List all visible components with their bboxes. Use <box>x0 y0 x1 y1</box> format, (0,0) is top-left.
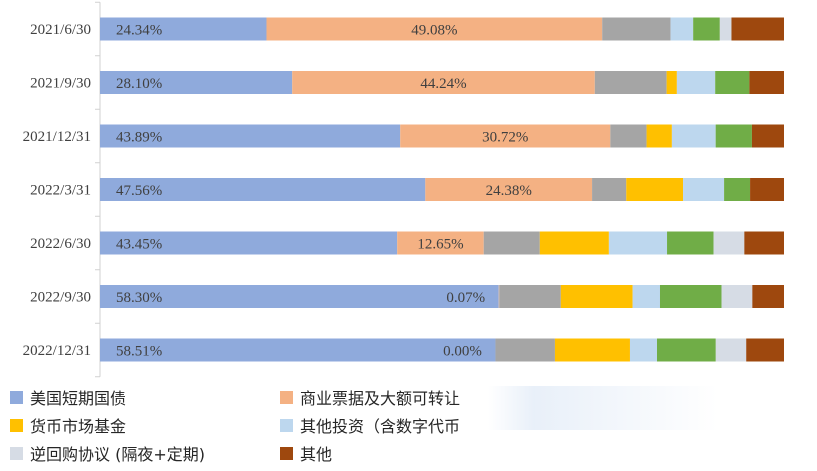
legend-swatch <box>280 390 293 404</box>
bar-segment <box>721 285 753 308</box>
bar-segment <box>744 231 784 255</box>
bar-segment <box>719 17 732 41</box>
bar-segment <box>659 285 722 308</box>
legend-label: 美国短期国债 <box>30 389 127 408</box>
bar-segment <box>749 71 784 94</box>
data-label: 47.56% <box>116 183 162 199</box>
category-tick-label: 2021/12/31 <box>23 129 91 145</box>
bar-segment <box>400 124 611 148</box>
legend-swatch <box>280 418 293 432</box>
bar-segment <box>676 71 716 94</box>
bar-segments <box>100 17 784 362</box>
legend-label: 商业票据及大额可转让 <box>300 389 461 408</box>
bar-segment <box>100 285 499 308</box>
legend-label: 货币市场基金 <box>30 417 127 436</box>
bar-segment <box>629 338 658 362</box>
category-tick-label: 2022/12/31 <box>23 343 91 359</box>
bar-segment <box>693 17 720 41</box>
bar-segment <box>666 71 677 94</box>
legend: 美国短期国债 商业票据及大额可转让 货币市场基金 其他投资（含数字代币 逆回购协… <box>0 380 817 471</box>
bar-segment <box>397 231 484 255</box>
bar-segment <box>657 338 716 362</box>
bar-segment <box>602 17 671 41</box>
bar-segment <box>626 178 684 201</box>
bar-segment <box>539 231 609 255</box>
bar-segment <box>266 17 603 41</box>
data-label: 24.34% <box>116 23 162 39</box>
bar-segment <box>100 17 267 41</box>
category-tick-label: 2022/3/31 <box>30 183 91 199</box>
bar-segment <box>100 338 496 362</box>
data-label: 12.65% <box>417 237 463 253</box>
bar-segment <box>554 338 630 362</box>
bar-segment <box>100 71 293 94</box>
category-tick-label: 2021/9/30 <box>30 76 91 92</box>
category-tick-label: 2022/9/30 <box>30 290 91 306</box>
legend-swatch <box>10 446 23 460</box>
bar-segment <box>750 178 784 201</box>
bar-segment <box>713 231 745 255</box>
legend-label: 逆回购协议 (隔夜+定期) <box>30 445 205 464</box>
bar-segment <box>483 231 540 255</box>
bar-segment <box>592 178 627 201</box>
bar-segment <box>670 17 694 41</box>
bar-segment <box>632 285 660 308</box>
data-label: 30.72% <box>482 130 528 146</box>
bar-segment <box>751 124 784 148</box>
legend-swatch <box>280 446 293 460</box>
data-labels: 24.34% 49.08% 28.10% 44.24% 43.89% 30.72% 47.5… <box>116 23 532 360</box>
bar-segment <box>608 231 668 255</box>
bar-segment <box>100 178 426 201</box>
bar-segment <box>667 231 714 255</box>
stacked-bar-chart: 2021/6/30 2021/9/30 2021/12/31 2022/3/31 202… <box>23 1 784 378</box>
legend-item: 其他投资（含数字代币 <box>280 414 460 436</box>
legend-fade-overlay <box>488 386 718 430</box>
category-tick-label: 2022/6/30 <box>30 236 91 252</box>
legend-item: 美国短期国债 <box>10 386 126 408</box>
bar-segment <box>495 338 555 362</box>
bar-segment <box>292 71 595 94</box>
bar-segment <box>425 178 593 201</box>
data-label: 24.38% <box>486 183 532 199</box>
data-label: 58.51% <box>116 344 162 360</box>
bar-segment <box>594 71 667 94</box>
legend-swatch <box>10 418 23 432</box>
bar-segment <box>646 124 672 148</box>
data-label: 43.45% <box>116 237 162 253</box>
bar-segment <box>746 338 784 362</box>
bar-segment <box>715 338 747 362</box>
bar-segment <box>731 17 784 41</box>
legend-item: 其他 <box>280 442 332 464</box>
data-label: 44.24% <box>420 76 466 92</box>
bar-segment <box>100 124 401 148</box>
legend-item: 逆回购协议 (隔夜+定期) <box>10 442 205 464</box>
bar-segment <box>683 178 725 201</box>
data-label: 43.89% <box>116 130 162 146</box>
legend-item: 商业票据及大额可转让 <box>280 386 460 408</box>
data-label: 49.08% <box>411 23 457 39</box>
legend-swatch <box>10 390 23 404</box>
bar-segment <box>610 124 647 148</box>
bar-segment <box>724 178 751 201</box>
data-label: 58.30% <box>116 290 162 306</box>
bar-segment <box>671 124 716 148</box>
data-label: 28.10% <box>116 76 162 92</box>
bar-segment <box>100 231 398 255</box>
legend-item: 货币市场基金 <box>10 414 126 436</box>
legend-label: 其他 <box>300 445 333 464</box>
bar-segment <box>715 124 752 148</box>
category-axis: 2021/6/30 2021/9/30 2021/12/31 2022/3/31 202… <box>23 1 101 378</box>
legend-label: 其他投资（含数字代币 <box>300 417 461 436</box>
data-label: 0.00% <box>443 344 482 360</box>
category-tick-label: 2021/6/30 <box>30 22 91 38</box>
bar-segment <box>752 285 784 308</box>
bar-segment <box>715 71 750 94</box>
bar-segment <box>560 285 633 308</box>
bar-segment <box>499 285 561 308</box>
data-label: 0.07% <box>446 290 485 306</box>
